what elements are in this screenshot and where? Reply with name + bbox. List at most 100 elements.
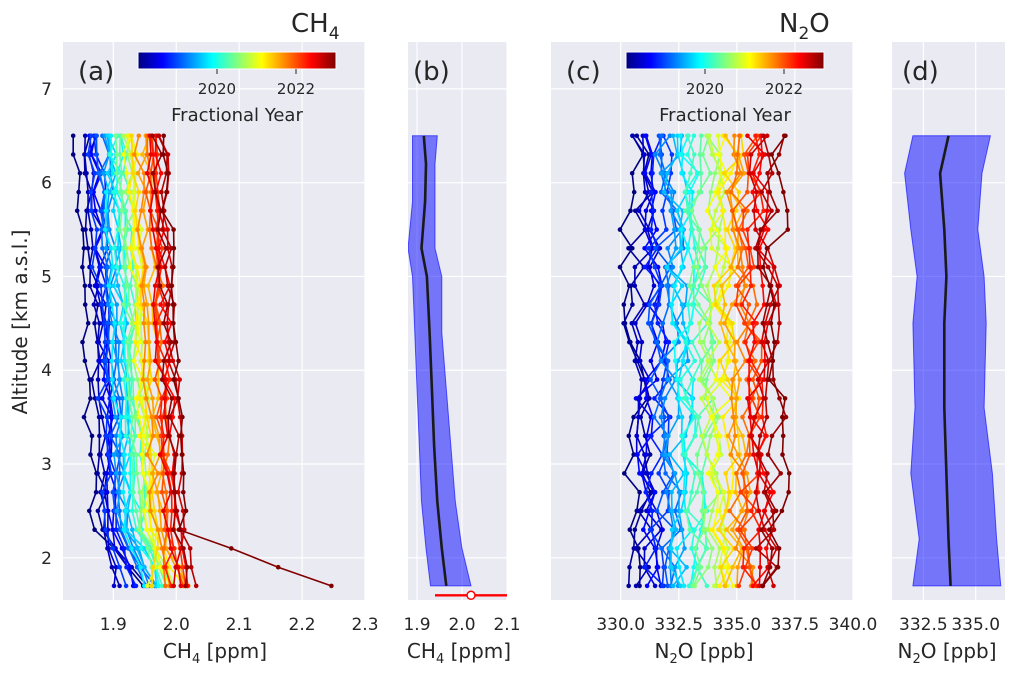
ch4-profile-point bbox=[150, 171, 156, 176]
ch4-profile-point bbox=[146, 471, 152, 476]
ch4-profile-point bbox=[126, 189, 132, 195]
n2o-profile-point bbox=[695, 471, 700, 476]
ch4-profile-point bbox=[102, 321, 107, 326]
ch4-profile-point bbox=[114, 264, 120, 270]
ch4-profile-point bbox=[178, 433, 183, 439]
ch4-profile-point bbox=[161, 433, 167, 439]
n2o-profile-point bbox=[662, 396, 668, 401]
ch4-profile-point bbox=[100, 396, 105, 401]
n2o-profile-point bbox=[713, 302, 719, 307]
n2o-profile-point bbox=[654, 377, 660, 382]
n2o-profile-point bbox=[719, 283, 724, 289]
ch4-profile-point bbox=[108, 133, 114, 139]
n2o-profile-point bbox=[643, 133, 648, 139]
n2o-profile-point bbox=[769, 171, 775, 176]
n2o-profile-point bbox=[667, 452, 672, 457]
ch4-profile-point bbox=[114, 302, 120, 307]
n2o-profile-point bbox=[690, 283, 696, 289]
ch4-profile-point bbox=[141, 433, 147, 439]
n2o-profile-point bbox=[660, 527, 665, 532]
ch4-profile-point bbox=[144, 452, 150, 457]
n2o-profile-point bbox=[699, 358, 704, 364]
x-tick-label-b: 2.1 bbox=[493, 615, 520, 635]
n2o-profile-point bbox=[700, 152, 705, 157]
n2o-profile-point bbox=[637, 471, 642, 476]
n2o-profile-point bbox=[767, 489, 773, 495]
n2o-profile-point bbox=[759, 452, 764, 457]
ch4-profile-point bbox=[165, 321, 170, 326]
ch4-profile-point bbox=[138, 564, 143, 570]
n2o-profile-point bbox=[689, 208, 694, 214]
ch4-profile-point bbox=[95, 508, 101, 514]
ch4-profile-point bbox=[171, 246, 177, 251]
ch4-profile-point bbox=[124, 564, 129, 570]
n2o-profile-point bbox=[699, 508, 705, 514]
n2o-profile-point bbox=[652, 264, 657, 270]
ch4-profile-point bbox=[95, 377, 101, 382]
ch4-profile-point bbox=[97, 321, 102, 326]
n2o-profile-point bbox=[738, 171, 744, 176]
n2o-profile-point bbox=[729, 321, 735, 326]
n2o-profile-point bbox=[701, 489, 707, 495]
n2o-profile-point bbox=[730, 227, 735, 232]
ch4-profile-point bbox=[103, 246, 109, 251]
n2o-profile-point bbox=[769, 433, 775, 439]
n2o-profile-point bbox=[672, 564, 678, 570]
panel-a-label: (a) bbox=[78, 57, 114, 87]
n2o-profile-point bbox=[699, 133, 704, 139]
ch4-profile-point bbox=[126, 133, 131, 139]
ch4-profile-point bbox=[144, 527, 149, 532]
ch4-profile-point bbox=[113, 471, 119, 476]
ch4-profile-point bbox=[117, 227, 122, 232]
n2o-profile-point bbox=[780, 433, 786, 439]
n2o-profile-point bbox=[717, 583, 722, 589]
n2o-profile-point bbox=[761, 471, 767, 476]
n2o-profile-point bbox=[710, 546, 715, 551]
n2o-profile-point bbox=[772, 302, 777, 307]
ch4-profile-point bbox=[114, 452, 120, 457]
ch4-profile-point bbox=[164, 152, 170, 157]
ch4-profile-point bbox=[157, 508, 163, 514]
ch4-profile-point bbox=[173, 339, 179, 345]
n2o-profile-point bbox=[766, 152, 771, 157]
n2o-profile-point bbox=[627, 339, 632, 345]
n2o-profile-point bbox=[629, 171, 635, 176]
ch4-profile-point bbox=[113, 414, 118, 420]
ch4-title: CH4 bbox=[291, 9, 340, 44]
ch4-profile-point bbox=[132, 189, 137, 195]
ch4-profile-point bbox=[136, 396, 141, 401]
ch4-profile-point bbox=[96, 339, 101, 345]
ch4-profile-point bbox=[148, 358, 153, 364]
ch4-profile-point bbox=[139, 246, 144, 251]
n2o-profile-point bbox=[668, 208, 674, 214]
ch4-profile-point bbox=[161, 508, 166, 514]
n2o-profile-point bbox=[730, 564, 735, 570]
ch4-profile-point bbox=[111, 189, 116, 195]
n2o-profile-point bbox=[745, 189, 750, 195]
n2o-profile-point bbox=[771, 583, 776, 589]
ch4-profile-point bbox=[159, 208, 165, 214]
ch4-profile-point bbox=[171, 227, 176, 232]
surface-point bbox=[466, 590, 476, 601]
n2o-profile-point bbox=[660, 321, 666, 326]
n2o-profile-point bbox=[633, 321, 638, 326]
ch4-profile-point bbox=[82, 358, 88, 364]
ch4-profile-point bbox=[128, 433, 134, 439]
n2o-profile-point bbox=[762, 527, 767, 532]
n2o-profile-point bbox=[652, 302, 657, 307]
panel-a-plot bbox=[70, 133, 334, 589]
n2o-profile-point bbox=[704, 283, 710, 289]
ch4-profile-point bbox=[102, 227, 108, 232]
n2o-profile-point bbox=[765, 227, 771, 232]
n2o-profile-point bbox=[701, 339, 706, 345]
ch4-profile-point bbox=[101, 377, 107, 382]
n2o-profile-point bbox=[673, 246, 679, 251]
n2o-profile-point bbox=[734, 471, 739, 476]
ch4-profile-point bbox=[123, 583, 129, 589]
n2o-profile-point bbox=[626, 246, 631, 251]
n2o-profile-point bbox=[743, 246, 748, 251]
n2o-profile-point bbox=[729, 396, 734, 401]
n2o-profile-point bbox=[631, 189, 637, 195]
panel-b-surface-marker bbox=[435, 590, 507, 601]
ch4-profile-point bbox=[138, 208, 144, 214]
